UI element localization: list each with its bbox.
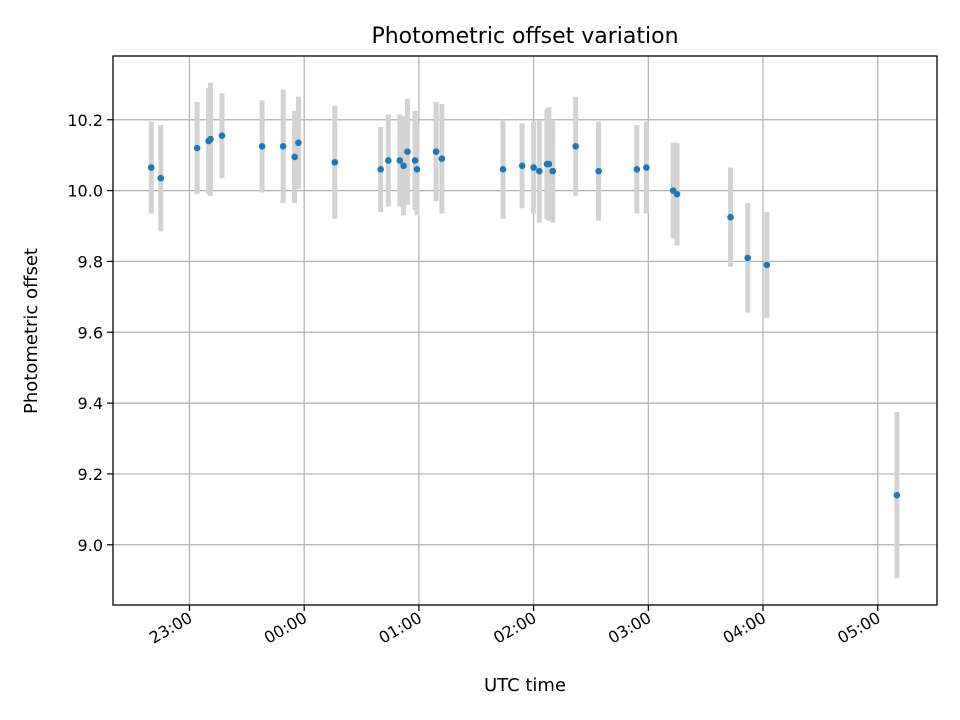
data-point xyxy=(218,132,226,139)
data-point xyxy=(385,157,392,164)
data-point xyxy=(147,164,155,171)
data-point xyxy=(595,167,602,175)
data-point xyxy=(893,491,901,499)
data-point xyxy=(279,143,287,150)
data-point xyxy=(763,261,771,269)
y-tick-label: 9.0 xyxy=(78,536,103,555)
y-tick-label: 9.8 xyxy=(78,252,103,271)
errorbar-layer xyxy=(148,82,900,579)
y-tick-label: 9.4 xyxy=(78,394,103,413)
chart-title: Photometric offset variation xyxy=(371,24,678,49)
y-tick-label: 9.2 xyxy=(78,465,103,484)
data-point xyxy=(518,162,526,170)
data-point xyxy=(377,166,384,173)
data-point xyxy=(157,174,165,182)
data-point xyxy=(432,148,440,155)
y-tick-label: 10.2 xyxy=(67,111,103,130)
x-tick-label: 05:00 xyxy=(834,608,883,648)
grid-layer xyxy=(113,56,937,605)
x-tick-label: 01:00 xyxy=(375,608,424,648)
data-point xyxy=(207,135,214,143)
y-tick-label: 9.6 xyxy=(78,323,103,342)
plot-frame xyxy=(112,55,938,606)
data-point xyxy=(727,213,734,221)
data-point xyxy=(295,139,302,147)
data-point xyxy=(744,254,752,262)
data-point xyxy=(549,167,557,175)
data-point xyxy=(643,164,650,171)
x-tick-label: 03:00 xyxy=(605,608,654,648)
y-tick-label: 10.0 xyxy=(67,182,103,201)
x-axis-label: UTC time xyxy=(484,675,566,696)
data-point xyxy=(193,144,201,152)
y-axis-label: Photometric offset xyxy=(21,248,42,414)
x-tick-label: 04:00 xyxy=(720,608,769,648)
x-tick-label: 02:00 xyxy=(490,608,539,648)
data-point xyxy=(404,148,411,155)
data-point xyxy=(411,157,419,164)
data-point xyxy=(536,167,543,175)
data-point xyxy=(400,162,407,170)
data-point xyxy=(633,166,641,173)
data-point xyxy=(331,158,339,166)
data-point xyxy=(545,160,553,168)
data-point xyxy=(499,166,507,173)
data-point xyxy=(530,164,537,171)
data-point xyxy=(396,157,404,164)
data-point xyxy=(572,143,579,150)
data-point xyxy=(258,143,266,150)
data-point xyxy=(413,166,421,173)
data-point xyxy=(673,190,681,198)
data-point xyxy=(291,153,298,161)
x-tick-label: 00:00 xyxy=(261,608,310,648)
data-point xyxy=(438,155,446,163)
x-tick-label: 23:00 xyxy=(146,608,195,648)
point-layer xyxy=(147,132,901,499)
